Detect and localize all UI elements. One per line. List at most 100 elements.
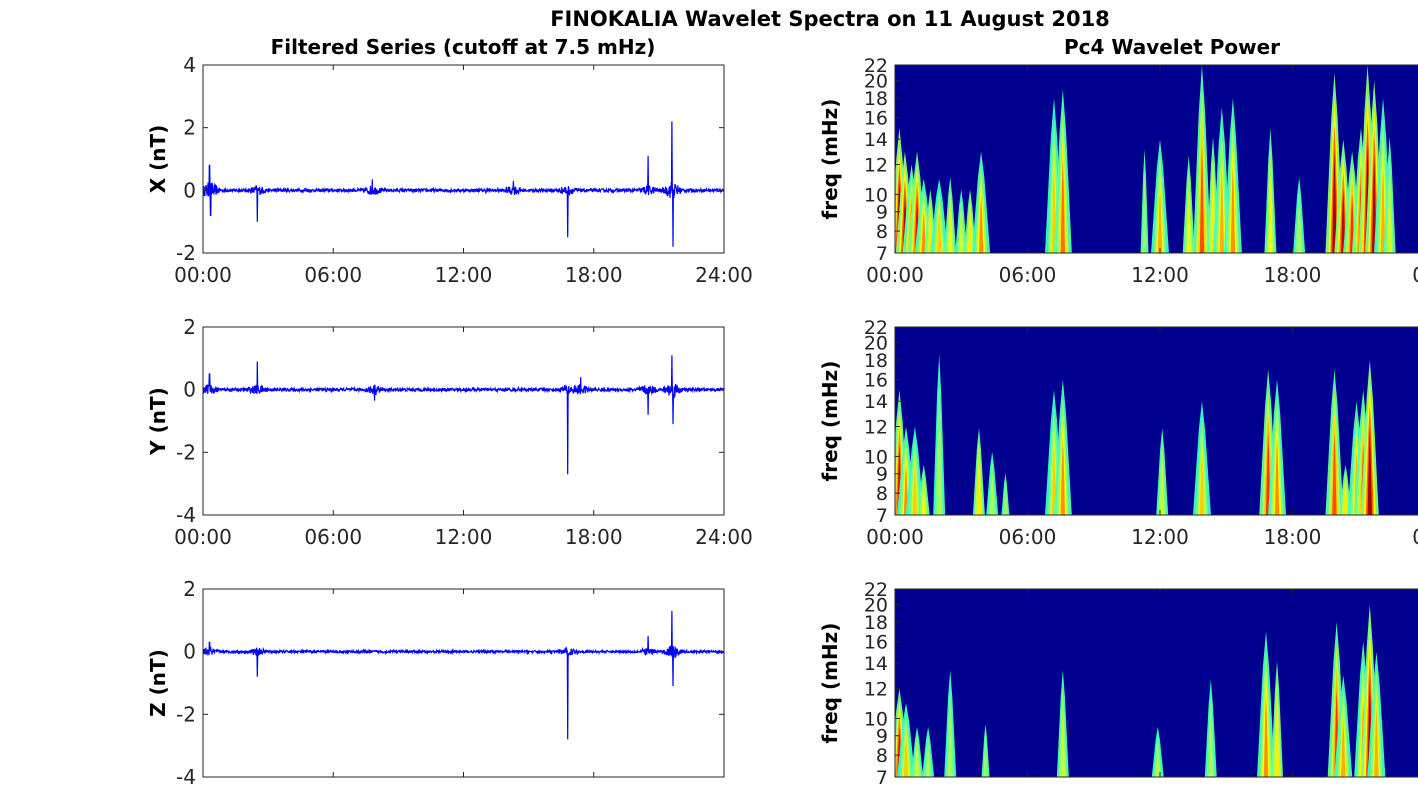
y-tick-label: 22	[864, 55, 888, 77]
wavelet-burst-9-layer-3	[1263, 693, 1269, 777]
y-tick-label: -2	[176, 702, 196, 726]
figure-title: FINOKALIA Wavelet Spectra on 11 August 2…	[550, 7, 1110, 31]
wavelet-burst-6-layer-3	[989, 472, 995, 515]
wavelet-burst-12-layer-3	[1060, 159, 1066, 253]
panel-x: 00:00 06:00 12:00 18:00 24:00 -2 0 2 4 X (nT)	[146, 53, 753, 287]
wavelet-burst-13-layer-3	[1142, 169, 1147, 253]
y-tick-label: 9	[876, 464, 888, 486]
y-axis-label: freq (mHz)	[818, 361, 842, 482]
wavelet-burst-3-layer-3	[925, 743, 931, 777]
x-tick-label: 12:00	[435, 263, 493, 287]
y-tick-label: 14	[864, 653, 888, 675]
series-line-x	[203, 121, 724, 247]
wavelet-burst-14-layer-3	[1157, 188, 1163, 253]
axes-box	[202, 326, 725, 516]
y-tick-label: 8	[876, 745, 888, 767]
y-tick-label: 20	[864, 71, 888, 93]
y-tick-label: 22	[864, 317, 888, 339]
y-tick-label: 0	[183, 378, 196, 402]
y-tick-label: 7	[876, 243, 888, 265]
x-tick-label: 00:00	[866, 525, 924, 549]
y-tick-label: 0	[183, 640, 196, 664]
wavelet-bursts	[895, 353, 1379, 515]
x-tick-label: 06:00	[304, 525, 362, 549]
y-tick-label: -2	[176, 440, 196, 464]
wavelet-burst-2-layer-3	[914, 743, 920, 777]
y-tick-label: 16	[864, 631, 888, 653]
panel-y: 00:00 06:00 12:00 18:00 24:00 -4 -2 0 2 Y (nT)	[146, 315, 753, 549]
wavelet-burst-9-layer-3	[1060, 437, 1066, 515]
x-tick-label: 24:00	[695, 263, 753, 287]
x-tick-label: 12:00	[1131, 263, 1189, 287]
y-tick-label: 10	[864, 184, 888, 206]
panel-z: -4 -2 0 2 Z (nT)	[146, 577, 725, 788]
y-tick-label: 20	[864, 333, 888, 355]
y-tick-label: 16	[864, 369, 888, 391]
x-tick-label: 18:00	[565, 263, 623, 287]
y-tick-label: 10	[864, 446, 888, 468]
panels-container: 00:00 06:00 12:00 18:00 24:00 -2 0 2 4 X (nT) 00:0…	[146, 53, 1418, 788]
wavelet-burst-21-layer-3	[1296, 202, 1302, 253]
wavelet-burst-7-layer-3	[1155, 743, 1160, 777]
x-tick-label: 00	[1412, 525, 1418, 549]
x-tick-label: 18:00	[565, 525, 623, 549]
x-tick-label: 00:00	[174, 525, 232, 549]
wavelet-burst-13-layer-3	[1274, 437, 1280, 515]
wavelet-burst-10-layer-3	[1274, 699, 1280, 777]
y-tick-label: 12	[864, 679, 888, 701]
y-tick-label: 18	[864, 88, 888, 110]
series-line-y	[203, 355, 724, 475]
x-tick-label: 06:00	[304, 263, 362, 287]
y-tick-label: 7	[876, 767, 888, 788]
x-tick-label: 18:00	[1264, 263, 1322, 287]
y-tick-label: 9	[876, 202, 888, 224]
wavelet-bursts	[895, 65, 1396, 253]
y-tick-label: 8	[876, 483, 888, 505]
wavelet-burst-4-layer-3	[936, 407, 942, 515]
y-tick-label: 12	[864, 155, 888, 177]
y-tick-label: 0	[183, 178, 196, 202]
wavelet-burst-10-layer-3	[978, 194, 984, 253]
wavelet-bursts	[895, 604, 1386, 777]
y-tick-label: 18	[864, 350, 888, 372]
y-tick-label: 7	[876, 505, 888, 527]
wavelet-burst-15-layer-3	[1374, 705, 1379, 777]
y-tick-label: 18	[864, 612, 888, 634]
x-tick-label: 12:00	[435, 525, 493, 549]
x-tick-label: 00:00	[174, 263, 232, 287]
y-tick-label: -4	[176, 765, 196, 788]
y-axis-label: freq (mHz)	[818, 623, 842, 744]
right-column-title: Pc4 Wavelet Power	[1064, 35, 1280, 59]
y-tick-label: 22	[864, 579, 888, 601]
wavelet-burst-16-layer-3	[1199, 145, 1205, 253]
wavelet-burst-10-layer-3	[1160, 456, 1165, 515]
axes-box	[202, 64, 725, 254]
y-tick-label: 2	[183, 577, 196, 601]
wavelet-burst-15-layer-3	[1343, 481, 1348, 515]
wavelet-burst-4-layer-3	[948, 705, 953, 777]
y-tick-label: -4	[176, 503, 196, 527]
y-tick-label: 16	[864, 107, 888, 129]
y-tick-label: 9	[876, 726, 888, 748]
left-column-title: Filtered Series (cutoff at 7.5 mHz)	[271, 35, 656, 59]
y-tick-label: 4	[183, 53, 196, 77]
wavelet-burst-18-layer-3	[1219, 169, 1225, 253]
wavelet-burst-7-layer-3	[1003, 481, 1008, 515]
wavelet-burst-29-layer-3	[1387, 175, 1392, 253]
y-axis-label: Y (nT)	[146, 387, 170, 456]
wavelet-burst-6-layer-3	[936, 210, 942, 253]
wavelet-burst-14-layer-3	[1332, 431, 1337, 515]
wavelet-burst-15-layer-3	[1186, 188, 1191, 253]
wavelet-burst-5-layer-3	[976, 456, 982, 515]
x-tick-label: 00	[1412, 263, 1418, 287]
y-axis-label: X (nT)	[146, 125, 170, 194]
wavelet-burst-5-layer-3	[983, 734, 988, 777]
wavelet-burst-18-layer-3	[1367, 426, 1372, 515]
wavelet-burst-4-layer-3	[921, 210, 926, 253]
wavelet-burst-7-layer-3	[948, 202, 953, 253]
y-tick-label: -2	[176, 241, 196, 265]
series-line-z	[203, 610, 724, 740]
